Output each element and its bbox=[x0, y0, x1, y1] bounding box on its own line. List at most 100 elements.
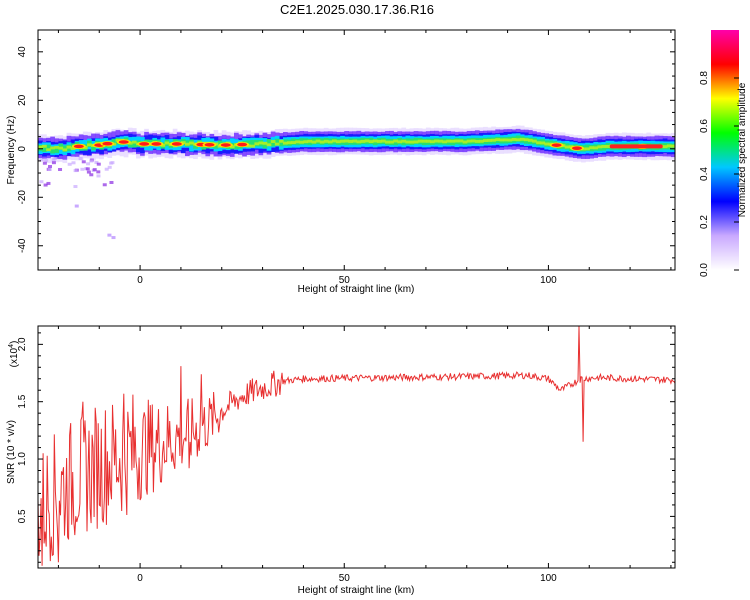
heatmap-cell bbox=[311, 140, 317, 144]
heatmap-noise-cell bbox=[46, 181, 51, 185]
heatmap-cell bbox=[50, 147, 55, 154]
heatmap-noise-cell bbox=[39, 158, 44, 162]
heatmap-cell bbox=[503, 138, 509, 142]
heatmap-noise-cell bbox=[85, 167, 90, 171]
heatmap-noise-cell bbox=[110, 161, 115, 165]
heatmap-cell bbox=[46, 144, 51, 151]
heatmap-cell bbox=[483, 139, 488, 143]
colorbar-tick-label: 0.4 bbox=[699, 167, 710, 181]
heatmap-cell bbox=[250, 140, 256, 147]
heatmap-cell bbox=[266, 143, 272, 147]
heatmap-hotspot bbox=[237, 142, 248, 147]
heatmap-cell bbox=[189, 140, 194, 152]
heatmap-noise-cell bbox=[96, 174, 101, 178]
heatmap-cell bbox=[495, 138, 501, 142]
chart-title: C2E1.2025.030.17.36.R16 bbox=[280, 2, 434, 17]
heatmap-cell bbox=[46, 148, 51, 152]
snr-multiplier: (x104) bbox=[8, 341, 20, 368]
heatmap-noise-cell bbox=[96, 170, 101, 174]
heatmap-hotspot bbox=[572, 146, 582, 150]
heatmap-cell bbox=[507, 138, 513, 142]
heatmap-cell bbox=[164, 141, 170, 145]
heatmap-cell bbox=[593, 146, 599, 150]
heatmap-hotspot bbox=[102, 141, 113, 146]
heatmap-cell bbox=[397, 140, 403, 144]
heatmap-cell bbox=[442, 140, 447, 144]
heatmap-hotspot bbox=[551, 143, 562, 147]
heatmap-cell bbox=[278, 140, 284, 147]
heatmap-cell bbox=[270, 140, 276, 147]
colorbar-label: Normalized spectral amplitude bbox=[737, 82, 748, 217]
heatmap-cell bbox=[274, 142, 280, 146]
heatmap-cell bbox=[307, 139, 313, 143]
heatmap-outlier-cell bbox=[107, 233, 112, 237]
heatmap-cell bbox=[327, 140, 333, 144]
spectrogram-y-tick-label: -40 bbox=[17, 238, 28, 253]
heatmap-cell bbox=[401, 139, 407, 143]
spectrogram-y-tick-label: 20 bbox=[17, 94, 28, 106]
heatmap-noise-cell bbox=[104, 167, 109, 171]
heatmap-cell bbox=[479, 139, 484, 143]
heatmap-cell bbox=[405, 140, 411, 144]
spectrogram-y-tick-label: -20 bbox=[17, 190, 28, 205]
heatmap-cell bbox=[38, 145, 43, 149]
heatmap-cell bbox=[446, 139, 452, 143]
heatmap-noise-cell bbox=[51, 161, 56, 165]
heatmap-cell bbox=[564, 145, 570, 149]
snr-x-axis-label: Height of straight line (km) bbox=[298, 585, 415, 596]
heatmap-cell bbox=[568, 145, 574, 149]
heatmap-cell bbox=[372, 139, 378, 143]
heatmap-cell bbox=[385, 140, 390, 144]
heatmap-cell bbox=[319, 140, 325, 144]
spectrogram-y-tick-label: 40 bbox=[17, 46, 28, 58]
heatmap-noise-cell bbox=[52, 156, 57, 160]
heatmap-cell bbox=[450, 139, 456, 143]
heatmap-cell bbox=[438, 139, 443, 143]
heatmap-hotspot bbox=[220, 143, 231, 147]
heatmap-cell bbox=[185, 142, 190, 146]
heatmap-noise-cell bbox=[44, 158, 49, 162]
heatmap-cell bbox=[283, 141, 288, 145]
heatmap-cell bbox=[381, 139, 386, 143]
heatmap-noise-cell bbox=[47, 167, 52, 171]
heatmap-noise-cell bbox=[86, 170, 91, 174]
heatmap-cell bbox=[299, 140, 305, 144]
heatmap-cell bbox=[458, 139, 464, 143]
heatmap-cell bbox=[87, 143, 92, 147]
heatmap-cell bbox=[589, 146, 594, 150]
heatmap-cell bbox=[421, 139, 427, 143]
heatmap-cell bbox=[519, 137, 525, 141]
spectrogram-axes: 0 50 100 40 20 0 -20 -40 bbox=[17, 30, 675, 286]
heatmap-cell bbox=[340, 139, 345, 143]
heatmap-cell bbox=[336, 140, 341, 144]
heatmap-noise-cell bbox=[81, 160, 86, 164]
heatmap-cell bbox=[601, 145, 607, 148]
heatmap-cell bbox=[544, 142, 550, 146]
heatmap-cell bbox=[662, 145, 668, 149]
spectrogram-x-tick-label: 100 bbox=[540, 275, 557, 286]
heatmap-noise-cell bbox=[43, 183, 48, 187]
heatmap-cell bbox=[91, 143, 96, 151]
heatmap-hotspot bbox=[151, 142, 162, 146]
heatmap-noise-cell bbox=[80, 167, 85, 171]
heatmap-cell bbox=[540, 141, 545, 145]
spectrogram-y-axis-label: Frequency (Hz) bbox=[6, 116, 17, 185]
snr-y-tick-label: 2.0 bbox=[17, 337, 28, 351]
heatmap-cell bbox=[250, 144, 256, 148]
colorbar-tick-label: 0.0 bbox=[699, 263, 710, 277]
heatmap-cell bbox=[303, 140, 309, 144]
heatmap-cell bbox=[585, 147, 590, 151]
heatmap-noise-cell bbox=[107, 165, 112, 169]
snr-y-tick-label: 1.0 bbox=[17, 452, 28, 466]
heatmap-cell bbox=[62, 148, 68, 152]
heatmap-cell bbox=[66, 145, 72, 149]
heatmap-cell bbox=[323, 139, 329, 143]
heatmap-cell bbox=[246, 144, 251, 148]
colorbar-tick-label: 0.2 bbox=[699, 215, 710, 229]
heatmap-outlier-cell bbox=[74, 204, 79, 208]
heatmap-cell bbox=[376, 139, 382, 143]
heatmap-cell bbox=[393, 139, 398, 143]
snr-x-tick-label: 100 bbox=[540, 573, 557, 584]
heatmap-cell bbox=[499, 138, 505, 142]
